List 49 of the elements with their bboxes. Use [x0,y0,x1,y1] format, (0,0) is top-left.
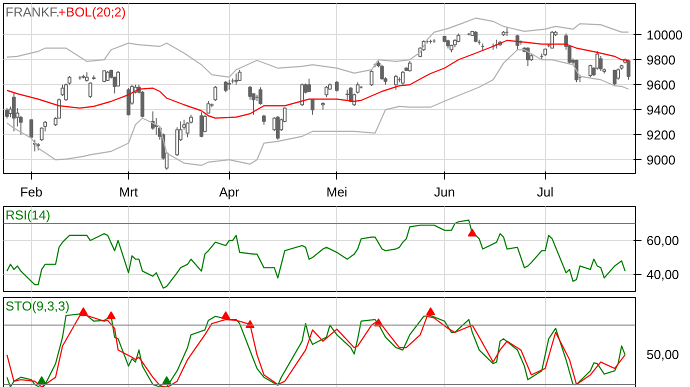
candlestick [626,59,630,80]
candlestick [474,30,478,43]
candlestick [258,86,262,106]
candlestick [356,82,360,94]
y-tick-label: 60,00 [646,233,680,248]
candlestick [203,114,207,133]
series-label: RSI(14) [6,208,50,222]
candlestick [224,80,228,93]
y-tick-label: 10000 [646,27,683,42]
x-tick-label: Feb [20,184,42,200]
y-tick-label: 9400 [646,102,676,118]
point [78,307,88,316]
y-tick-label: 9800 [646,52,676,68]
candlestick [400,70,405,86]
x-tick-label: Apr [219,184,240,200]
point [37,376,46,384]
text: 50,00 [646,347,680,362]
candlestick [276,116,280,140]
candlestick [300,83,304,106]
x-tick-label: Jun [434,184,455,200]
y-tick-label: 9600 [646,77,676,92]
x-tick-label: Mrt [119,184,138,200]
candlestick [206,100,210,114]
candlestick [370,70,374,86]
candlestick [248,86,252,100]
y-tick-label: 9000 [646,152,676,168]
candlestick [516,34,520,50]
candlestick [616,68,620,80]
candlestick [227,79,232,90]
candlestick [324,86,328,98]
candlestick [307,78,311,93]
candlestick [234,73,238,86]
candlestick [200,112,204,138]
text: +BOL(20;2) [58,4,126,20]
x-tick-label: Mei [326,184,348,200]
candlestick [345,89,350,100]
x-tick-label: Jul [536,184,554,200]
candlestick [334,80,339,92]
candlestick [262,114,266,126]
series-label: STO(9,3,3) [6,298,70,314]
candlestick [394,74,398,90]
point [426,307,436,316]
point [106,311,116,320]
y-tick-label: 40,00 [646,267,680,282]
candlestick [310,98,314,116]
candlestick [588,64,592,78]
chart-title: FRANKF. [6,4,60,20]
candlestick [213,86,218,102]
y-tick-label: 9200 [646,127,676,142]
